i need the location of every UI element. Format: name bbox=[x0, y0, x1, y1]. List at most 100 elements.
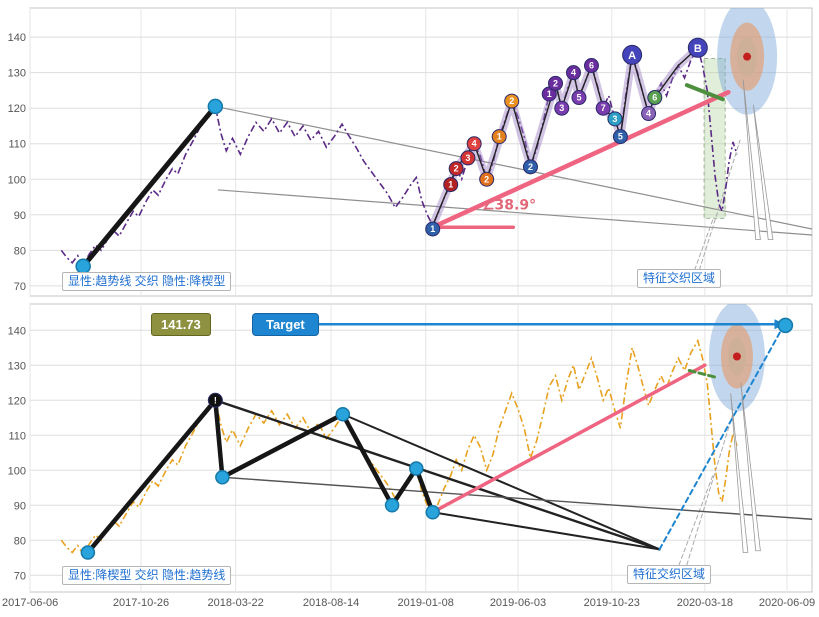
x-tick-label: 2019-06-03 bbox=[490, 597, 546, 609]
wave-markers bbox=[607, 111, 623, 127]
pivot-dot bbox=[335, 407, 351, 422]
y-tick-label: 130 bbox=[8, 68, 26, 80]
wave-markers bbox=[448, 161, 464, 177]
wave-markers-label: 1 bbox=[430, 224, 435, 234]
x-tick-label: 2017-06-06 bbox=[2, 597, 58, 609]
y-tick-label: 110 bbox=[8, 139, 26, 151]
wave-markers-label: 1 bbox=[448, 180, 453, 190]
label-connector bbox=[678, 473, 714, 566]
wave-markers-label: 4 bbox=[646, 109, 651, 119]
wave-markers bbox=[460, 150, 476, 166]
wave-markers bbox=[522, 159, 538, 175]
x-tick-label: 2020-03-18 bbox=[677, 597, 733, 609]
wave-markers-label: 1 bbox=[497, 132, 502, 142]
pointer-needle bbox=[752, 104, 774, 241]
y-tick-label: 80 bbox=[14, 535, 26, 547]
wave-markers-label: 7 bbox=[601, 103, 606, 113]
x-tick-label: 2017-10-26 bbox=[113, 597, 169, 609]
wave-markers-label: 5 bbox=[618, 132, 623, 142]
trend-line-c bbox=[431, 511, 661, 551]
panel1-pattern-label: 显性:趋势线 交织 隐性:降楔型 bbox=[62, 272, 232, 291]
panel2-feature-zone-label: 特征交织区域 bbox=[627, 565, 712, 584]
wave-markers-label: 3 bbox=[612, 114, 617, 124]
wave-markers-label: 1 bbox=[547, 89, 552, 99]
wave-markers-label: 2 bbox=[553, 78, 558, 88]
green-dash-segment bbox=[687, 369, 719, 379]
pointer-needle bbox=[730, 393, 749, 553]
pointer-needle bbox=[740, 382, 761, 552]
x-tick-label: 2020-06-09 bbox=[759, 597, 815, 609]
wave-markers-label: 5 bbox=[576, 93, 581, 103]
upper-panel-frame bbox=[29, 7, 813, 297]
x-tick-label: 2018-03-22 bbox=[208, 597, 264, 609]
wave-markers bbox=[571, 90, 587, 106]
wave-markers-label: 6 bbox=[652, 93, 657, 103]
x-tick-label: 2019-10-23 bbox=[584, 597, 640, 609]
y-tick-label: 70 bbox=[14, 570, 26, 582]
y-tick-label: 140 bbox=[8, 325, 26, 337]
label-connector bbox=[686, 410, 735, 566]
trend-line-b bbox=[341, 413, 661, 551]
wave-markers bbox=[504, 93, 520, 109]
wave-markers bbox=[466, 136, 482, 152]
peak-marker bbox=[207, 392, 223, 408]
y-tick-label: 130 bbox=[8, 360, 26, 372]
pivot-dot bbox=[80, 545, 96, 560]
target-dot bbox=[777, 317, 794, 334]
wave-markers bbox=[612, 129, 628, 145]
wave-markers-label: 2 bbox=[484, 174, 489, 184]
x-tick-label: 2018-08-14 bbox=[303, 597, 359, 609]
target-price-badge: 141.73 bbox=[151, 313, 211, 336]
pivot-dot bbox=[425, 505, 440, 520]
wave-markers bbox=[565, 65, 581, 81]
projection-dashed-line bbox=[658, 327, 784, 551]
y-tick-label: 80 bbox=[14, 245, 26, 257]
pivot-dot bbox=[215, 470, 230, 485]
wave-markers bbox=[554, 100, 570, 116]
forecast-zone-center bbox=[732, 352, 741, 361]
wave-markers bbox=[491, 129, 507, 145]
wave-markers bbox=[647, 90, 663, 106]
label-connector bbox=[698, 139, 741, 271]
main-trend-line bbox=[80, 103, 218, 269]
y-tick-label: 100 bbox=[8, 465, 26, 477]
wave-markers-label: B bbox=[694, 43, 702, 55]
rising-support-line bbox=[430, 363, 707, 514]
green-segment bbox=[684, 83, 725, 102]
y-tick-label: 110 bbox=[8, 430, 26, 442]
x-tick-label: 2019-01-08 bbox=[398, 597, 454, 609]
label-connector bbox=[694, 219, 714, 271]
trend-line-a bbox=[214, 399, 661, 551]
y-tick-label: 140 bbox=[8, 32, 26, 44]
angle-ray-line bbox=[430, 89, 731, 230]
angle-annotation: ∠38.9° bbox=[482, 197, 536, 213]
wave-markers-label: 4 bbox=[472, 139, 477, 149]
trend-line-d bbox=[221, 476, 812, 520]
wave-markers-label: 2 bbox=[509, 96, 514, 106]
wave-markers bbox=[687, 37, 708, 58]
wave-markers bbox=[622, 44, 643, 65]
pointer-needle bbox=[742, 79, 761, 241]
panel1-feature-zone-label: 特征交织区域 bbox=[637, 269, 722, 288]
target-button[interactable]: Target bbox=[252, 313, 319, 336]
y-tick-label: 90 bbox=[14, 500, 26, 512]
y-tick-label: 70 bbox=[14, 281, 26, 293]
panel2-pattern-label: 显性:降楔型 交织 隐性:趋势线 bbox=[62, 566, 232, 585]
wave-markers-label: 3 bbox=[559, 103, 564, 113]
pivot-dot bbox=[384, 498, 400, 513]
y-tick-label: 100 bbox=[8, 174, 26, 186]
wave-markers-label: A bbox=[628, 50, 636, 62]
pivot-dot bbox=[409, 461, 424, 476]
wave-markers-label: 3 bbox=[465, 153, 470, 163]
wave-markers bbox=[548, 75, 564, 91]
wave-markers bbox=[443, 177, 459, 193]
wave-markers-label: 4 bbox=[571, 68, 576, 78]
wave-markers bbox=[479, 171, 495, 187]
wedge-upper-line bbox=[214, 105, 812, 230]
wave-markers-label: 6 bbox=[589, 61, 594, 71]
trend-pivot-dot bbox=[207, 98, 224, 115]
lower-panel: ! bbox=[60, 304, 812, 566]
